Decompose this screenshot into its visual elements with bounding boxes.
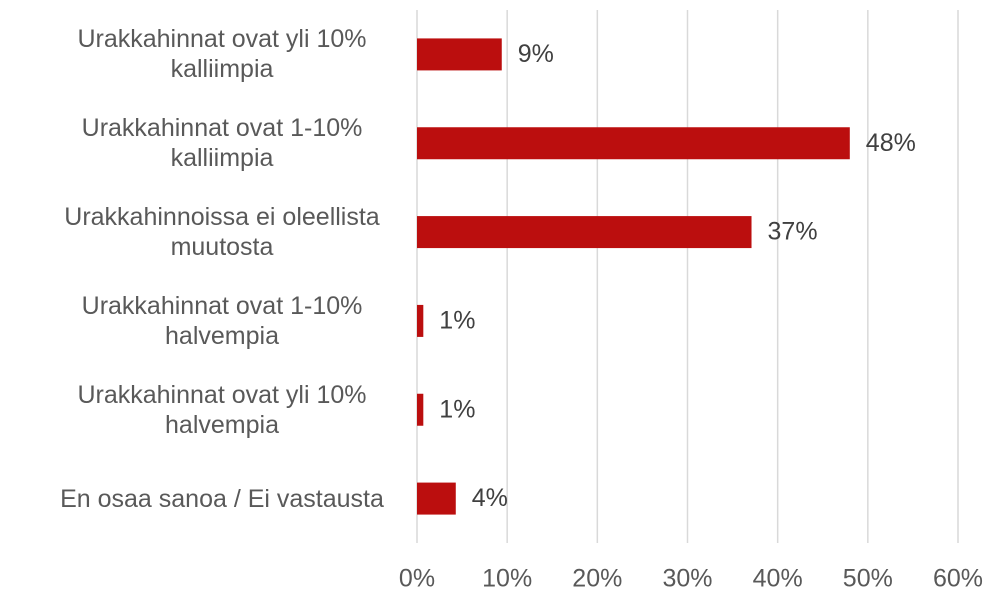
- category-label: En osaa sanoa / Ei vastausta: [60, 484, 384, 513]
- bar: [417, 38, 502, 71]
- category-label: Urakkahinnoissa ei oleellista muutosta: [64, 203, 380, 262]
- bar: [417, 216, 752, 249]
- data-label: 4%: [472, 484, 508, 512]
- x-tick-label: 10%: [482, 565, 532, 591]
- x-tick-label: 20%: [572, 565, 622, 591]
- x-tick-label: 60%: [933, 565, 983, 591]
- data-label: 1%: [439, 307, 475, 335]
- bar: [417, 393, 424, 426]
- x-tick-label: 0%: [399, 565, 435, 591]
- bar: [417, 304, 424, 337]
- data-label: 48%: [866, 129, 916, 157]
- bar: [417, 482, 456, 515]
- category-label: Urakkahinnat ovat yli 10% halvempia: [77, 380, 367, 439]
- data-label: 37%: [768, 218, 818, 246]
- category-label: Urakkahinnat ovat 1-10% halvempia: [81, 291, 363, 350]
- x-tick-label: 40%: [753, 565, 803, 591]
- category-label: Urakkahinnat ovat 1-10% kalliimpia: [81, 114, 363, 173]
- data-label: 9%: [518, 40, 554, 68]
- data-label: 1%: [439, 395, 475, 423]
- bar: [417, 127, 850, 160]
- x-tick-label: 50%: [843, 565, 893, 591]
- x-tick-label: 30%: [662, 565, 712, 591]
- category-label: Urakkahinnat ovat yli 10% kalliimpia: [77, 25, 367, 84]
